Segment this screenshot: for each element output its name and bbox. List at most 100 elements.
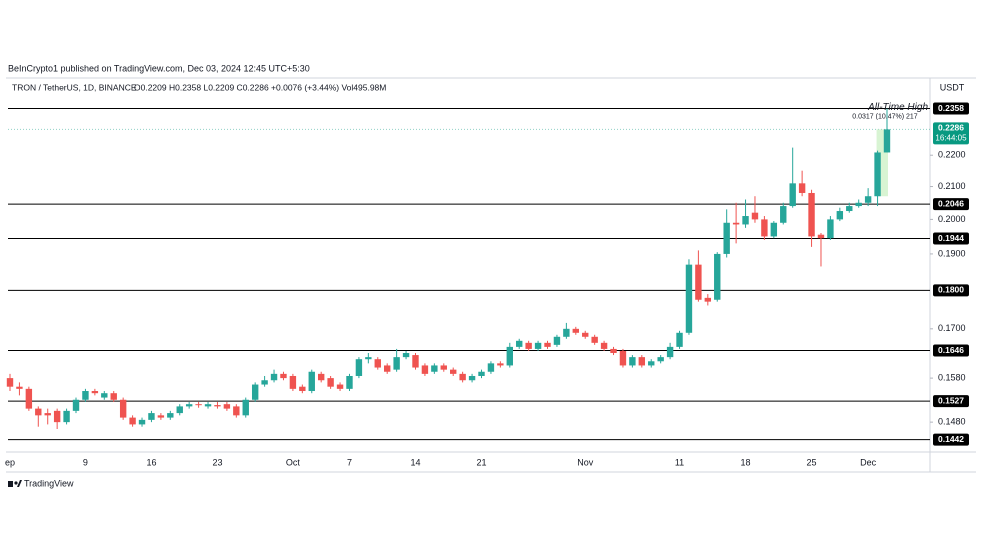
x-tick-label: 18	[741, 457, 751, 467]
candle-body	[223, 404, 231, 409]
level-label: 0.1527	[938, 395, 964, 405]
candle-body	[346, 375, 353, 389]
candle-body	[261, 380, 268, 385]
candle-body	[723, 222, 730, 254]
candle-body	[72, 399, 80, 411]
x-tick-label: Nov	[577, 457, 594, 467]
x-tick-label: 23	[212, 457, 222, 467]
candle-body	[666, 346, 674, 358]
candle-body	[233, 406, 240, 416]
x-tick-label: 21	[476, 457, 486, 467]
candle-body	[648, 361, 655, 366]
candle-body	[516, 340, 523, 347]
x-tick-label: 9	[83, 457, 88, 467]
candle-body	[384, 365, 391, 372]
countdown: 16:44:05	[935, 134, 967, 143]
candle-body	[714, 253, 721, 300]
legend-ohlc: O0.2209 H0.2358 L0.2209 C0.2286 +0.0076 …	[134, 82, 386, 92]
candle-body	[317, 373, 325, 381]
candle-body	[450, 369, 457, 374]
candle-body	[157, 415, 165, 418]
x-tick-label: 16	[146, 457, 156, 467]
x-tick-label: ep	[5, 457, 15, 467]
level-label-box	[933, 344, 969, 357]
candle-body	[421, 365, 429, 374]
candle-body	[610, 348, 617, 354]
candle-body	[119, 399, 127, 418]
level-label-box	[933, 433, 969, 446]
candle-body	[148, 413, 155, 420]
candle-body	[534, 342, 542, 349]
candle-body	[525, 342, 532, 349]
candle-body	[827, 219, 834, 239]
candle-body	[600, 342, 608, 349]
x-tick-label: Oct	[286, 457, 301, 467]
candle-body	[497, 363, 504, 366]
measure-highlight	[876, 129, 888, 197]
candle-body	[251, 384, 259, 400]
candle-body	[676, 332, 683, 347]
y-tick-label: 0.1900	[938, 248, 966, 258]
candle-body	[780, 206, 787, 223]
candle-body	[468, 375, 476, 381]
candle-body	[732, 222, 740, 225]
y-tick-label: 0.2100	[938, 181, 966, 191]
candle-body	[299, 386, 306, 392]
candle-body	[53, 410, 61, 423]
level-label-box	[933, 102, 969, 115]
candle-body	[638, 357, 646, 366]
candle-body	[591, 336, 598, 343]
candle-body	[459, 373, 466, 381]
candle-body	[506, 346, 513, 366]
candle-body	[855, 202, 862, 207]
level-label: 0.1646	[938, 345, 964, 355]
candle-body	[280, 373, 287, 379]
candle-body	[412, 355, 419, 368]
candle-body	[44, 413, 51, 416]
candle-body	[742, 216, 749, 225]
candle-body	[35, 408, 42, 416]
candle-body	[336, 384, 344, 389]
candle-body	[874, 152, 881, 197]
candle-body	[685, 264, 693, 333]
candle-body	[327, 378, 334, 387]
candle-body	[270, 373, 278, 381]
candle-body	[704, 297, 712, 302]
x-tick-label: 14	[410, 457, 420, 467]
candle-body	[619, 350, 627, 366]
level-label: 0.2046	[938, 198, 964, 208]
candle-body	[657, 357, 664, 362]
tv-logo	[8, 480, 22, 487]
level-label-box	[933, 198, 969, 211]
candle-body	[195, 404, 202, 406]
candle-body	[751, 212, 759, 220]
candle-body	[883, 129, 891, 153]
candle-body	[138, 419, 146, 425]
y-tick-label: 0.1480	[938, 417, 966, 427]
candle-body	[487, 363, 495, 372]
candle-body	[808, 192, 815, 237]
candle-body	[101, 393, 108, 398]
candle-body	[308, 371, 315, 392]
candle-body	[572, 328, 579, 333]
candle-body	[204, 404, 212, 407]
candle-body	[355, 359, 363, 376]
candle-body	[836, 211, 844, 220]
level-label: 0.2358	[938, 103, 964, 113]
candle-body	[798, 183, 806, 193]
currency: USDT	[940, 82, 965, 92]
level-label: 0.1800	[938, 285, 964, 295]
candle-body	[289, 375, 297, 389]
candle-body	[16, 386, 23, 389]
candle-body	[110, 393, 117, 400]
y-tick-label: 0.1580	[938, 372, 966, 382]
candle-body	[695, 264, 702, 300]
x-tick-label: 25	[807, 457, 817, 467]
brand: TradingView	[24, 478, 74, 488]
level-label-box	[933, 284, 969, 297]
candle-body	[553, 336, 561, 345]
candle-body	[544, 342, 551, 347]
candle-body	[402, 353, 410, 358]
x-tick-label: 7	[347, 457, 352, 467]
